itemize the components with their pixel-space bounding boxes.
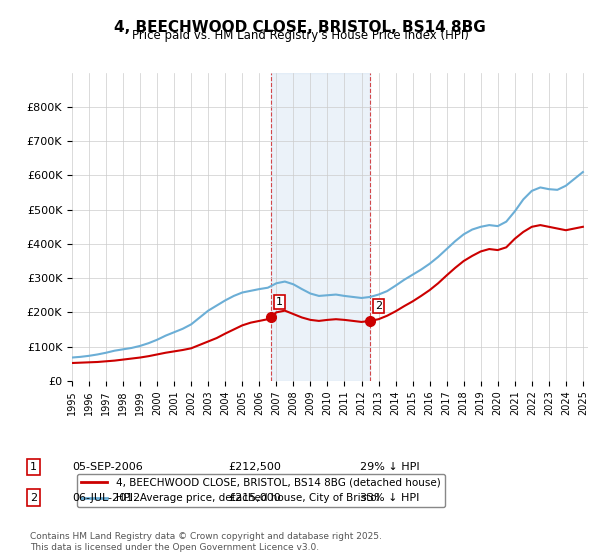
Text: 33% ↓ HPI: 33% ↓ HPI [360,493,419,503]
Legend: 4, BEECHWOOD CLOSE, BRISTOL, BS14 8BG (detached house), HPI: Average price, deta: 4, BEECHWOOD CLOSE, BRISTOL, BS14 8BG (d… [77,474,445,507]
Text: 1: 1 [30,462,37,472]
Text: 1: 1 [276,297,283,307]
Text: 06-JUL-2012: 06-JUL-2012 [72,493,140,503]
Text: 4, BEECHWOOD CLOSE, BRISTOL, BS14 8BG: 4, BEECHWOOD CLOSE, BRISTOL, BS14 8BG [114,20,486,35]
Text: 2: 2 [375,301,382,311]
Text: Price paid vs. HM Land Registry's House Price Index (HPI): Price paid vs. HM Land Registry's House … [131,29,469,42]
Text: £215,000: £215,000 [228,493,281,503]
Text: 29% ↓ HPI: 29% ↓ HPI [360,462,419,472]
Text: £212,500: £212,500 [228,462,281,472]
Text: 2: 2 [30,493,37,503]
Text: Contains HM Land Registry data © Crown copyright and database right 2025.
This d: Contains HM Land Registry data © Crown c… [30,532,382,552]
Text: 05-SEP-2006: 05-SEP-2006 [72,462,143,472]
Bar [271,73,370,381]
